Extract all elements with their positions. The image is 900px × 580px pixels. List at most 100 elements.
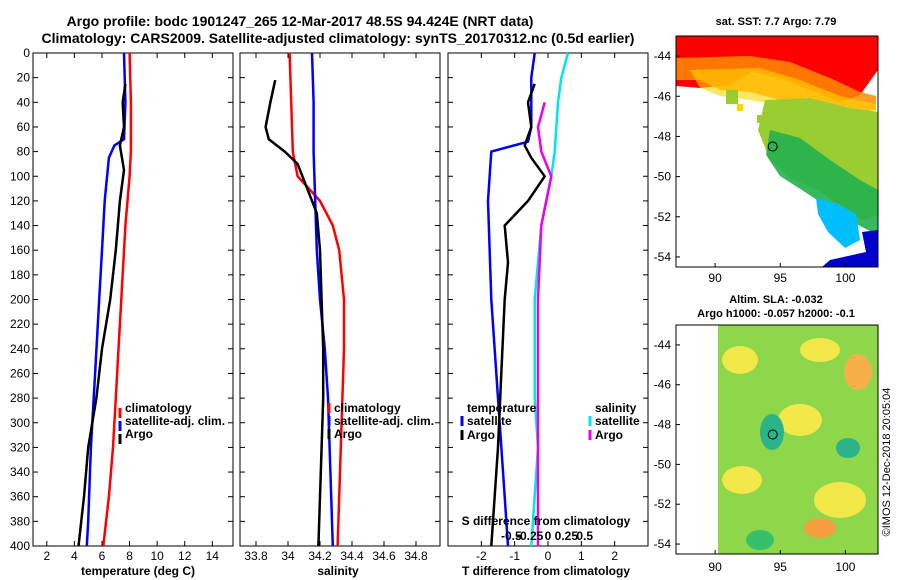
depth-tick-label: 40 — [17, 95, 31, 109]
series-line-t-satellite — [486, 52, 536, 547]
depth-tick-label: 260 — [10, 366, 30, 380]
difference-panel: -2 -1 0 1 2 T difference from climatology S … — [447, 52, 649, 578]
series-line-t-argo — [490, 83, 546, 547]
s-tick-label: 0 — [545, 529, 552, 543]
lat-tick-label: -46 — [654, 378, 672, 392]
lat-tick-label: -50 — [654, 457, 672, 471]
x-tick-label: 2 — [43, 549, 50, 563]
lon-tick-label: 100 — [835, 271, 855, 285]
legend-temperature-title: temperature — [467, 401, 537, 415]
sla-map-title-line1: Altim. SLA: -0.032 — [729, 294, 823, 306]
temperature-legend: climatology satellite-adj. clim. Argo — [118, 401, 225, 444]
lon-tick-label: 90 — [708, 560, 722, 574]
depth-tick-label: 60 — [17, 120, 31, 134]
sla-high-anomaly-3 — [844, 354, 872, 390]
depth-tick-label: 400 — [10, 539, 30, 553]
series-line-satellite-adj-clim- — [310, 52, 335, 547]
sla-argo-position-marker — [767, 429, 778, 440]
sst-map-title: sat. SST: 7.7 Argo: 7.79 — [716, 16, 837, 28]
x-tick-label: -2 — [476, 549, 487, 563]
salinity-x-label: salinity — [317, 564, 359, 578]
sst-map-frame — [675, 35, 879, 268]
sst-argo-position-marker — [767, 141, 778, 152]
s-tick-label: -0.5 — [501, 529, 522, 543]
sst-patch-2 — [737, 104, 743, 111]
series-line-s-argo — [536, 101, 553, 546]
depth-tick-label: 280 — [10, 391, 30, 405]
s-difference-axis-label: S difference from climatology — [462, 514, 631, 528]
sst-map-lon-ticks: 90 95 100 — [708, 263, 856, 285]
lon-tick-label: 100 — [835, 560, 855, 574]
series-line-satellite-adj-clim- — [85, 52, 127, 547]
sla-high-anomaly-4 — [778, 404, 822, 436]
s-tick-label: -0.25 — [516, 529, 544, 543]
sla-high-anomaly-6 — [814, 482, 866, 518]
sla-high-anomaly-1 — [722, 346, 758, 374]
t-difference-x-label: T difference from climatology — [462, 564, 630, 578]
difference-legend: temperature satellite Argo salinity sate… — [460, 401, 640, 442]
sla-map-lon-ticks: 90 95 100 — [708, 550, 856, 574]
difference-plot-frame — [447, 52, 649, 547]
x-tick-label: 34 — [281, 549, 295, 563]
depth-tick-label: 80 — [17, 145, 31, 159]
lat-tick-label: -48 — [654, 129, 672, 143]
sla-low-anomaly-2 — [836, 438, 860, 458]
depth-tick-label: 0 — [23, 46, 30, 60]
depth-tick-label: 100 — [10, 169, 30, 183]
x-tick-label: 1 — [578, 549, 585, 563]
x-tick-label: 34.6 — [372, 549, 396, 563]
sla-map-panel: Altim. SLA: -0.032 Argo h1000: -0.057 h2… — [654, 294, 879, 574]
lat-tick-label: -52 — [654, 497, 672, 511]
sla-map-image — [676, 325, 878, 554]
sla-map-lat-ticks: -44 -46 -48 -50 -52 -54 — [654, 338, 680, 551]
x-tick-label: 6 — [99, 549, 106, 563]
legend-s-satellite: satellite — [595, 414, 640, 428]
t-difference-x-tick-labels: -2 -1 0 1 2 — [476, 53, 618, 563]
legend-climatology: climatology — [334, 401, 401, 415]
series-line-climatology — [288, 52, 346, 547]
depth-tick-label: 380 — [10, 514, 30, 528]
salinity-plot-frame — [239, 52, 441, 547]
series-line-climatology — [102, 52, 133, 547]
imos-credit: ©IMOS 12-Dec-2018 20:05:04 — [881, 388, 893, 537]
series-line-argo — [264, 79, 325, 547]
x-tick-label: 0 — [545, 549, 552, 563]
depth-tick-label: 120 — [10, 194, 30, 208]
depth-tick-label: 160 — [10, 243, 30, 257]
legend-satellite: satellite-adj. clim. — [334, 414, 434, 428]
x-tick-label: 34.4 — [340, 549, 364, 563]
x-tick-label: 12 — [178, 549, 192, 563]
legend-satellite: satellite-adj. clim. — [125, 414, 225, 428]
x-tick-label: 14 — [206, 549, 220, 563]
lat-tick-label: -50 — [654, 170, 672, 184]
sst-cold-region — [822, 230, 878, 267]
temperature-panel: 0204060801001201401601802002202402602803… — [10, 46, 648, 578]
x-tick-label: 34.2 — [308, 549, 332, 563]
sst-patch-3 — [757, 115, 765, 123]
sst-map-panel: sat. SST: 7.7 Argo: 7.79 -44 -46 -48 -50 -52… — [654, 16, 879, 285]
figure-title-line2: Climatology: CARS2009. Satellite-adjuste… — [42, 30, 635, 46]
depth-tick-label: 300 — [10, 416, 30, 430]
x-tick-label: 4 — [71, 549, 78, 563]
temperature-x-tick-labels: 2 4 6 8 10 12 14 — [43, 53, 219, 563]
sst-patch-1 — [726, 90, 738, 104]
depth-tick-label: 360 — [10, 490, 30, 504]
legend-climatology: climatology — [125, 401, 192, 415]
salinity-panel: 33.8 34 34.2 34.4 34.6 34.8 salinity climatol… — [239, 52, 441, 578]
lon-tick-label: 90 — [708, 271, 722, 285]
lat-tick-label: -48 — [654, 418, 672, 432]
depth-tick-label: 220 — [10, 317, 30, 331]
depth-tick-label: 240 — [10, 342, 30, 356]
x-tick-label: 8 — [126, 549, 133, 563]
legend-argo: Argo — [334, 427, 362, 441]
legend-t-argo: Argo — [467, 428, 495, 442]
sla-map-title-line2: Argo h1000: -0.057 h2000: -0.1 — [697, 308, 855, 320]
salinity-legend: climatology satellite-adj. clim. Argo — [327, 401, 434, 441]
sst-green-region — [766, 130, 878, 235]
s-difference-tick-labels: -0.5-0.25 0 0.250.5 — [501, 529, 593, 543]
depth-tick-labels: 0 20 40 60 80 100 120 140 160 180 200 220 240 260 280 3… — [10, 46, 648, 553]
salinity-series — [264, 52, 346, 547]
x-tick-label: -1 — [509, 549, 520, 563]
legend-argo: Argo — [125, 427, 153, 441]
figure-title-line1: Argo profile: bodc 1901247_265 12-Mar-20… — [67, 13, 534, 29]
